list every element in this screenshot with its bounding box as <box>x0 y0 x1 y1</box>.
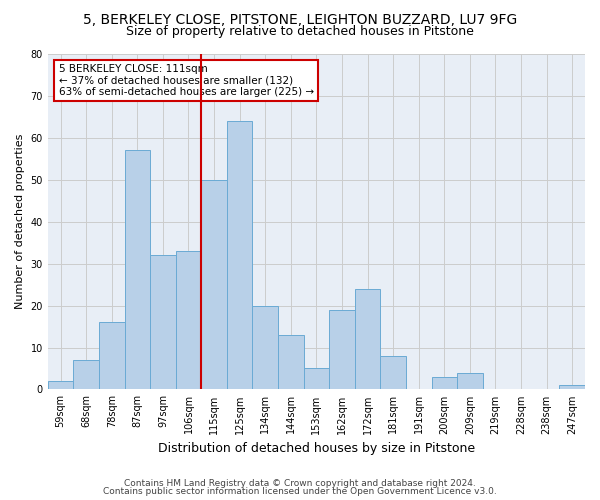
Text: Contains public sector information licensed under the Open Government Licence v3: Contains public sector information licen… <box>103 487 497 496</box>
Bar <box>559 385 585 390</box>
Bar <box>99 322 125 390</box>
Y-axis label: Number of detached properties: Number of detached properties <box>15 134 25 310</box>
Text: 5, BERKELEY CLOSE, PITSTONE, LEIGHTON BUZZARD, LU7 9FG: 5, BERKELEY CLOSE, PITSTONE, LEIGHTON BU… <box>83 12 517 26</box>
Text: 5 BERKELEY CLOSE: 111sqm
← 37% of detached houses are smaller (132)
63% of semi-: 5 BERKELEY CLOSE: 111sqm ← 37% of detach… <box>59 64 314 98</box>
Bar <box>278 335 304 390</box>
Bar <box>227 121 253 390</box>
Bar <box>125 150 150 390</box>
Bar <box>329 310 355 390</box>
Bar <box>48 381 73 390</box>
Bar <box>355 289 380 390</box>
Bar <box>150 256 176 390</box>
Text: Size of property relative to detached houses in Pitstone: Size of property relative to detached ho… <box>126 25 474 38</box>
Bar <box>176 251 201 390</box>
X-axis label: Distribution of detached houses by size in Pitstone: Distribution of detached houses by size … <box>158 442 475 455</box>
Bar <box>253 306 278 390</box>
Bar <box>304 368 329 390</box>
Bar <box>73 360 99 390</box>
Text: Contains HM Land Registry data © Crown copyright and database right 2024.: Contains HM Land Registry data © Crown c… <box>124 478 476 488</box>
Bar <box>201 180 227 390</box>
Bar <box>380 356 406 390</box>
Bar <box>457 372 482 390</box>
Bar <box>431 377 457 390</box>
